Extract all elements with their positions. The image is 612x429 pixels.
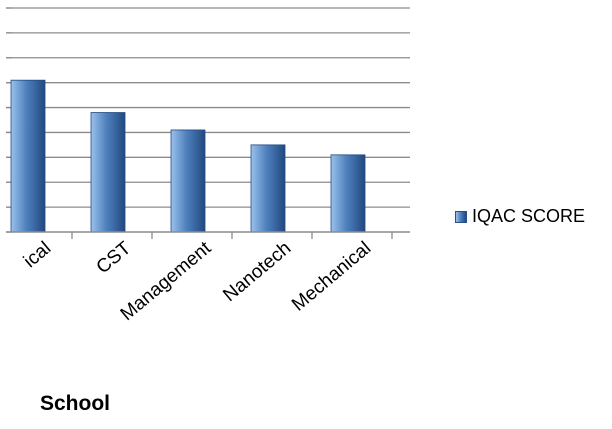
x-tick-label: Mechanical	[288, 238, 375, 316]
legend-swatch	[455, 210, 467, 223]
x-tick-label: CST	[93, 237, 136, 278]
bars	[10, 79, 366, 233]
legend: IQAC SCORE	[455, 206, 585, 227]
x-tick-label: Nanotech	[219, 238, 295, 306]
x-axis-title: School	[40, 392, 111, 415]
bar-cst	[90, 112, 126, 233]
gridlines	[6, 7, 410, 233]
x-tick-label: ical	[20, 238, 55, 272]
legend-label: IQAC SCORE	[472, 206, 586, 226]
bar-mechanical	[330, 154, 366, 233]
bar-ical	[10, 79, 46, 233]
bar-nanotech	[250, 144, 286, 233]
x-axis	[6, 231, 410, 239]
bar-management	[170, 129, 206, 233]
